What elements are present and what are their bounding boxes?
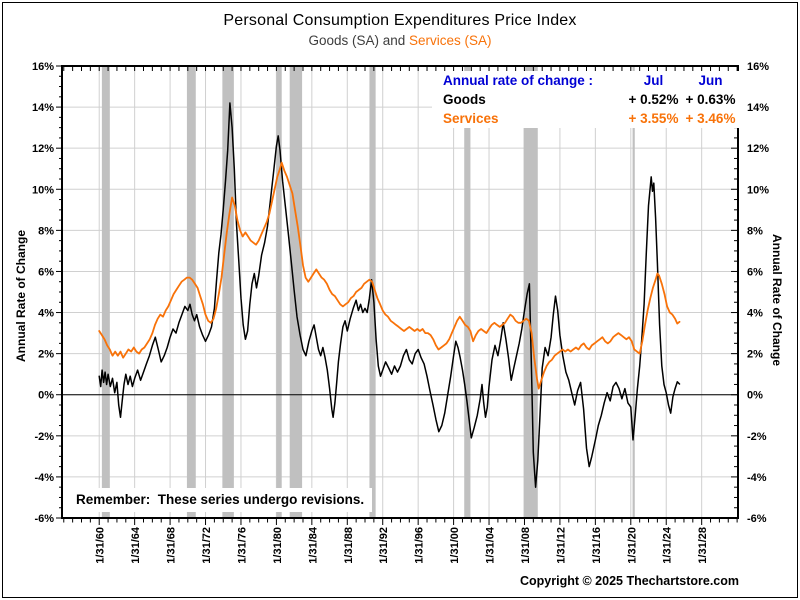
- recession-band: [632, 66, 635, 518]
- recession-band: [186, 66, 196, 518]
- y-tick-label-right: 6%: [747, 266, 763, 278]
- x-tick-label: 1/31/80: [272, 527, 284, 564]
- legend-services-jul-value: + 3.55%: [628, 111, 679, 126]
- x-tick-label: 1/31/60: [95, 527, 107, 564]
- x-tick-label: 1/31/00: [449, 527, 461, 564]
- y-tick-label-left: 8%: [38, 225, 54, 237]
- legend-goods-jul-value: + 0.52%: [628, 92, 679, 107]
- x-tick-label: 1/31/84: [307, 526, 319, 564]
- legend-row-services: Services + 3.55% + 3.46%: [432, 109, 739, 128]
- x-tick-label: 1/31/96: [414, 527, 426, 564]
- revision-note: Remember: These series undergo revisions…: [66, 488, 372, 512]
- legend-header-row: Annual rate of change : Jul Jun: [432, 71, 739, 90]
- y-tick-label-right: 0%: [747, 390, 763, 402]
- page-title: Personal Consumption Expenditures Price …: [223, 12, 577, 29]
- y-tick-label-right: -6%: [747, 513, 767, 525]
- y-tick-label-right: 12%: [747, 143, 769, 155]
- x-tick-label: 1/31/20: [626, 527, 638, 564]
- legend-goods-jun-value: + 0.63%: [685, 92, 736, 107]
- y-tick-label-left: 2%: [38, 349, 54, 361]
- recession-band: [289, 66, 303, 518]
- subtitle-services-label: Services (SA): [409, 33, 492, 48]
- y-axis-title-left: Annual Rate of Change: [14, 229, 28, 363]
- recession-band: [276, 66, 282, 518]
- series-line-services: [98, 161, 681, 390]
- x-tick-label: 1/31/24: [662, 526, 674, 564]
- y-tick-label-right: 16%: [747, 61, 769, 73]
- y-tick-label-right: -2%: [747, 431, 767, 443]
- y-tick-label-right: 2%: [747, 349, 763, 361]
- copyright-text: Copyright © 2025 Thechartstore.com: [520, 574, 739, 588]
- x-tick-label: 1/31/68: [166, 527, 178, 564]
- y-tick-label-left: -4%: [34, 472, 54, 484]
- plot-border: [61, 65, 739, 519]
- y-tick-label-left: 16%: [32, 61, 54, 73]
- legend-col-jun: Jun: [698, 73, 723, 88]
- y-tick-label-left: 4%: [38, 308, 54, 320]
- legend-services-label: Services: [443, 111, 499, 126]
- y-tick-label-left: 14%: [32, 102, 54, 114]
- y-tick-label-right: 14%: [747, 102, 769, 114]
- legend-row-goods: Goods + 0.52% + 0.63%: [432, 90, 739, 109]
- x-tick-label: 1/31/88: [343, 527, 355, 564]
- y-tick-label-right: -4%: [747, 472, 767, 484]
- legend-services-jun-value: + 3.46%: [685, 111, 736, 126]
- y-tick-label-left: 6%: [38, 266, 54, 278]
- x-tick-label: 1/31/28: [697, 527, 709, 564]
- y-tick-label-left: -6%: [34, 513, 54, 525]
- legend-goods-label: Goods: [443, 92, 486, 107]
- x-tick-label: 1/31/12: [555, 527, 567, 564]
- subtitle-goods-label: Goods (SA) and: [308, 33, 410, 48]
- recession-band: [101, 66, 110, 518]
- y-tick-label-left: 10%: [32, 184, 54, 196]
- x-tick-label: 1/31/92: [378, 527, 390, 564]
- x-tick-label: 1/31/04: [485, 526, 497, 564]
- x-tick-label: 1/31/76: [236, 527, 248, 564]
- x-tick-label: 1/31/64: [130, 526, 142, 564]
- x-tick-label: 1/31/08: [520, 527, 532, 564]
- y-tick-label-left: 0%: [38, 390, 54, 402]
- legend-box: Annual rate of change : Jul Jun Goods + …: [432, 71, 739, 128]
- series-line-goods: [98, 102, 681, 488]
- x-tick-label: 1/31/72: [201, 527, 213, 564]
- chart-subtitle: Goods (SA) and Services (SA): [0, 33, 800, 48]
- x-tick-label: 1/31/16: [591, 527, 603, 564]
- recession-band: [464, 66, 471, 518]
- legend-col-jul: Jul: [643, 73, 664, 88]
- y-axis-title-right: Annual Rate of Change: [770, 233, 784, 367]
- y-tick-label-right: 10%: [747, 184, 769, 196]
- recession-band: [523, 66, 538, 518]
- legend-heading: Annual rate of change :: [443, 73, 594, 88]
- y-tick-label-right: 4%: [747, 308, 763, 320]
- recession-band: [222, 66, 234, 518]
- y-tick-label-left: 12%: [32, 143, 54, 155]
- y-tick-label-right: 8%: [747, 225, 763, 237]
- y-tick-label-left: -2%: [34, 431, 54, 443]
